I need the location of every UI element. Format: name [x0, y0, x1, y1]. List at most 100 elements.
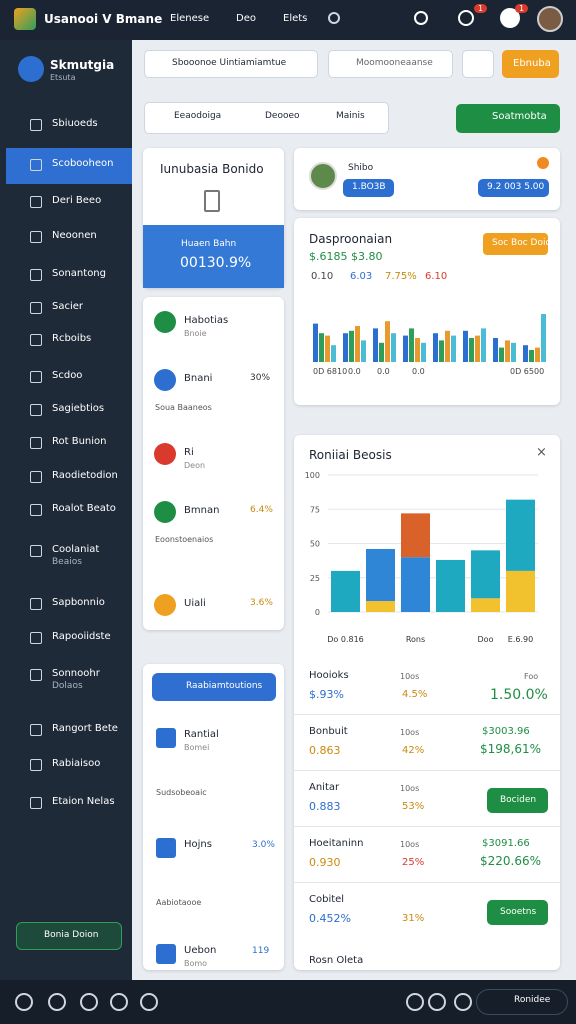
menu-icon	[30, 196, 42, 208]
menu-icon	[30, 371, 42, 383]
sidebar-button[interactable]	[16, 922, 122, 950]
item-name[interactable]: Bmnan	[184, 505, 220, 516]
menu-item[interactable]: Sonantong	[52, 268, 106, 279]
bar	[505, 340, 510, 362]
close-icon[interactable]: ×	[536, 445, 547, 460]
menu-icon	[30, 404, 42, 416]
segment[interactable]: Deooeo	[265, 111, 300, 121]
row-button-label: Bociden	[500, 795, 537, 805]
segment[interactable]: Mainis	[336, 111, 365, 121]
overview-button[interactable]	[483, 233, 548, 255]
book-icon[interactable]	[110, 993, 128, 1011]
row-right: 1.50.0%	[490, 687, 548, 703]
menu-item[interactable]: Rot Bunion	[52, 436, 107, 447]
item-icon	[154, 501, 176, 523]
list2-button[interactable]	[152, 673, 276, 701]
menu-item[interactable]: Scobooheon	[52, 158, 114, 169]
row-button[interactable]	[487, 788, 548, 813]
hero-label: Huaen Bahn	[181, 239, 237, 249]
notify-icon[interactable]	[500, 8, 520, 28]
item-sub: Bomo	[184, 959, 208, 968]
item-name[interactable]: Uebon	[184, 945, 217, 956]
user-icon[interactable]	[414, 11, 428, 25]
y-tick-label: 75	[310, 505, 320, 514]
settings-icon[interactable]	[458, 10, 474, 26]
item-name[interactable]: Hojns	[184, 839, 212, 850]
menu-item[interactable]: Sagiebtios	[52, 403, 105, 414]
share-icon[interactable]	[140, 993, 158, 1011]
menu-icon	[30, 545, 42, 557]
y-tick-label: 0	[315, 608, 320, 617]
menu-item[interactable]: Neoonen	[52, 230, 97, 241]
item-icon	[154, 594, 176, 616]
menu-item[interactable]: Etaion Nelas	[52, 796, 115, 807]
menu-item[interactable]: Rabiaisoo	[52, 758, 101, 769]
row-amount: 0.930	[309, 856, 341, 869]
badge: 1	[515, 4, 529, 13]
menu-item[interactable]: Roalot Beato	[52, 503, 116, 514]
bar	[541, 314, 546, 362]
menu-sub: Beaios	[52, 557, 82, 567]
item-name[interactable]: Bnani	[184, 373, 213, 384]
top-tab[interactable]: Elets	[283, 13, 308, 24]
row-label: 10os	[400, 840, 420, 849]
menu-item[interactable]: Rapooiidste	[52, 631, 111, 642]
home-icon[interactable]	[15, 993, 33, 1011]
menu-active[interactable]	[6, 148, 132, 184]
top-tab[interactable]: Deo	[236, 13, 256, 24]
bar	[445, 330, 450, 362]
bottom-button[interactable]	[476, 989, 568, 1015]
bar-segment	[366, 601, 395, 612]
item-name[interactable]: Uiali	[184, 598, 206, 609]
profile-avatar	[309, 162, 337, 190]
item-name[interactable]: Ri	[184, 447, 194, 458]
help-icon[interactable]	[328, 12, 340, 24]
menu-item[interactable]: Raodietodion	[52, 470, 118, 481]
action-button[interactable]	[456, 104, 560, 133]
user-icon[interactable]	[428, 993, 446, 1011]
folder-icon[interactable]	[80, 993, 98, 1011]
row-amount: 0.883	[309, 800, 341, 813]
menu-item[interactable]: Sonnoohr	[52, 668, 100, 679]
menu-item[interactable]: Rcboibs	[52, 333, 92, 344]
x-tick-label: Rons	[406, 635, 425, 644]
stat: 6.03	[350, 271, 373, 282]
menu-item[interactable]: Sacier	[52, 301, 84, 312]
alert-icon[interactable]	[454, 993, 472, 1011]
avatar[interactable]	[537, 6, 563, 32]
menu-item[interactable]: Deri Beeo	[52, 195, 102, 206]
bar	[493, 338, 498, 362]
bar	[475, 335, 480, 362]
top-tab[interactable]: Elenese	[170, 13, 210, 24]
menu-item[interactable]: Scdoo	[52, 370, 83, 381]
item-name[interactable]: Habotias	[184, 315, 229, 326]
orange-button[interactable]	[502, 50, 559, 78]
menu-item[interactable]: Sapbonnio	[52, 597, 105, 608]
status-dot	[537, 157, 549, 169]
menu-item[interactable]: Sbiuoeds	[52, 118, 98, 129]
menu-item[interactable]: Coolaniat	[52, 544, 100, 555]
chart	[313, 314, 546, 362]
search[interactable]	[328, 50, 453, 78]
y-tick-label: 100	[305, 471, 320, 480]
sidebar-button-label: Bonia Doion	[44, 930, 99, 940]
item-value: 30%	[250, 373, 271, 383]
item-value: 3.6%	[250, 598, 273, 608]
chat-icon[interactable]	[48, 993, 66, 1011]
search-button[interactable]	[462, 50, 494, 78]
menu-icon	[30, 159, 42, 171]
item-sub: Deon	[184, 461, 206, 470]
row-button[interactable]	[487, 900, 548, 925]
bar	[433, 333, 438, 362]
settings-icon[interactable]	[406, 993, 424, 1011]
logo-text: Usanooi V Bmane	[44, 12, 163, 26]
bar-segment	[471, 550, 500, 599]
axis-label: 0.0	[412, 367, 425, 376]
bar-segment	[506, 570, 535, 612]
menu-item[interactable]: Rangort Bete	[52, 723, 118, 734]
item-name[interactable]: Rantial	[184, 729, 219, 740]
report-footer: Rosn Oleta	[309, 955, 364, 966]
stat: 7.75%	[385, 271, 417, 282]
segment[interactable]: Eeaodoiga	[174, 111, 222, 121]
select[interactable]	[144, 50, 318, 78]
